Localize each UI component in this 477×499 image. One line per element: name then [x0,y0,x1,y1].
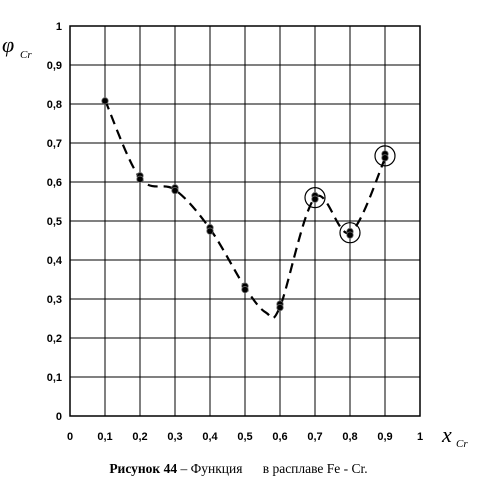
y-tick-label: 0,4 [47,255,63,267]
y-axis-symbol: φ [2,32,14,57]
y-tick-label: 0,2 [47,333,62,345]
figure-caption: Рисунок 44 – Функция в расплаве Fe - Cr. [0,461,477,477]
data-point [171,186,179,195]
y-tick-label: 0 [56,411,62,423]
circled-point-ring [339,222,361,244]
circled-point-ring [374,145,396,167]
data-point [136,175,144,183]
y-tick-label: 1 [56,21,62,33]
caption-text: – Функция в расплаве Fe - Cr. [177,461,368,476]
y-tick-labels: 0 0,1 0,2 0,3 0,4 0,5 0,6 0,7 0,8 0,9 1 [47,21,63,423]
y-tick-label: 0,9 [47,60,62,72]
data-point [206,227,214,235]
x-tick-labels: 0 0,1 0,2 0,3 0,4 0,5 0,6 0,7 0,8 0,9 1 [67,431,423,443]
x-tick-label: 0,3 [167,431,182,443]
x-tick-label: 0,1 [97,431,112,443]
x-tick-label: 0,6 [272,431,287,443]
y-tick-label: 0,5 [47,216,62,228]
x-axis-label-sub: Cr [456,438,468,450]
y-tick-label: 0,8 [47,99,62,111]
x-tick-label: 0,9 [377,431,392,443]
data-point [381,154,389,162]
x-tick-label: 0 [67,431,73,443]
chart-grid [70,26,420,416]
x-tick-label: 0,8 [342,431,357,443]
x-tick-label: 0,5 [237,431,252,443]
data-point [241,286,249,294]
data-point [311,195,319,203]
data-point [276,303,284,312]
x-tick-label: 0,7 [307,431,322,443]
y-axis-label: φ [2,32,14,57]
x-axis-symbol: x [441,422,452,447]
series-dashed-line [103,99,386,320]
y-tick-label: 0,7 [47,138,62,150]
plot-frame [69,25,421,417]
y-tick-label: 0,6 [47,177,62,189]
x-tick-label: 1 [417,431,423,443]
y-tick-label: 0,3 [47,294,62,306]
circled-point-ring [304,187,326,209]
circled-points [304,145,396,244]
y-axis-label-sub: Cr [20,49,32,61]
series-markers [101,97,389,312]
x-axis-label: x [441,422,452,447]
caption-label: Рисунок 44 [109,461,178,476]
y-tick-label: 0,1 [47,372,62,384]
data-point [101,97,109,105]
data-point [346,231,354,239]
x-tick-label: 0,4 [202,431,218,443]
x-tick-label: 0,2 [132,431,147,443]
